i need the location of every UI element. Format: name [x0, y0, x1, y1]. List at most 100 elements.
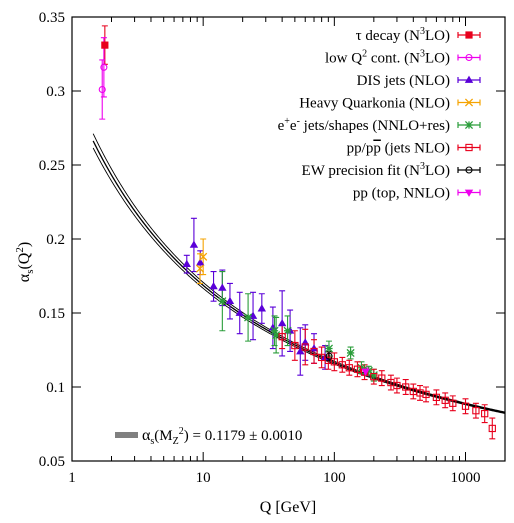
- legend-swatch-marker: [464, 120, 474, 130]
- x-axis-label: Q [GeV]: [260, 499, 316, 516]
- data-points: [98, 41, 496, 433]
- error-bar: [442, 392, 449, 409]
- error-bar: [387, 374, 394, 391]
- legend-label: Heavy Quarkonia (NLO): [299, 96, 450, 112]
- error-bar: [339, 356, 346, 373]
- data-point: [481, 409, 489, 418]
- legend-swatch-marker: [465, 143, 473, 152]
- data-point: [472, 407, 480, 415]
- data-point: [432, 393, 441, 402]
- legend-label: pp (top, NNLO): [353, 186, 450, 202]
- error-bar: [481, 404, 488, 424]
- error-bar: [346, 359, 353, 376]
- error-bar: [393, 377, 400, 394]
- band-curve: [92, 140, 505, 414]
- y-axis-label: αs(Q2): [14, 242, 36, 282]
- data-point: [330, 358, 338, 366]
- band-legend: αs(MZ2) = 0.1179 ± 0.0010: [115, 426, 302, 447]
- data-point: [361, 368, 370, 376]
- axis-ticks: 1 10 100 1000 0.05 0.1 0.15 0.2 0.25 0.3 0.35: [39, 10, 506, 486]
- data-point: [278, 333, 286, 341]
- data-point: [199, 252, 208, 261]
- data-point: [209, 281, 218, 290]
- legend-swatch-marker: [464, 75, 474, 83]
- data-point: [218, 283, 227, 291]
- error-bar: [291, 330, 298, 361]
- error-bar: [472, 402, 479, 419]
- legend: τ decay (N3LO) low Q2 cont. (N3LO) DIS jet…: [278, 26, 481, 202]
- data-point: [353, 365, 362, 373]
- error-bar: [331, 352, 338, 372]
- y-tick-label: 0.05: [39, 454, 65, 470]
- data-point: [402, 383, 410, 391]
- legend-swatch-bar: [457, 144, 481, 151]
- y-tick-label: 0.1: [46, 380, 65, 396]
- data-point: [195, 264, 205, 273]
- data-point: [310, 347, 318, 356]
- data-point: [364, 366, 373, 375]
- data-point: [393, 381, 401, 390]
- legend-swatch-marker: [464, 189, 474, 197]
- data-point: [357, 363, 366, 372]
- data-point: [378, 374, 386, 382]
- data-point: [291, 341, 299, 350]
- legend-swatch-marker: [465, 31, 473, 39]
- data-point: [461, 402, 470, 410]
- data-point: [270, 326, 279, 335]
- data-point: [225, 296, 235, 305]
- data-point: [346, 348, 355, 358]
- data-point: [296, 347, 305, 355]
- data-point: [309, 344, 319, 352]
- data-point: [449, 399, 457, 407]
- error-bar: [402, 379, 409, 395]
- legend-label: DIS jets (NLO): [357, 73, 450, 89]
- error-bar: [462, 398, 469, 415]
- data-point: [235, 308, 244, 316]
- y-tick-label: 0.25: [39, 158, 65, 174]
- data-point: [422, 390, 430, 399]
- error-bar: [417, 384, 424, 401]
- y-tick-label: 0.3: [46, 84, 65, 100]
- x-tick-label: 10: [196, 470, 211, 486]
- legend-label: pp/pp (jets NLO): [347, 141, 450, 157]
- legend-label: τ decay (N3LO): [356, 26, 450, 44]
- data-point: [100, 63, 108, 71]
- data-point: [324, 344, 334, 353]
- error-bar: [318, 346, 325, 369]
- data-point: [370, 372, 378, 381]
- error-bar: [449, 395, 456, 412]
- y-tick-label: 0.15: [39, 306, 65, 322]
- error-bar: [354, 361, 361, 378]
- data-point: [441, 396, 449, 404]
- error-bar: [410, 383, 417, 400]
- legend-swatch-marker: [464, 98, 474, 107]
- data-point: [272, 331, 281, 340]
- y-tick-label: 0.35: [39, 10, 65, 26]
- data-point: [277, 318, 287, 327]
- y-tick-label: 0.2: [46, 232, 65, 248]
- error-bar: [423, 386, 430, 403]
- data-point: [283, 326, 292, 335]
- error-bar: [378, 370, 385, 387]
- data-point: [218, 297, 227, 306]
- x-tick-label: 1000: [451, 470, 481, 486]
- data-point: [488, 424, 496, 433]
- legend-swatch-bar: [457, 167, 481, 173]
- data-point: [325, 352, 333, 360]
- data-point: [98, 85, 106, 94]
- legend-label: low Q2 cont. (N3LO): [325, 49, 450, 67]
- legend-swatch-marker: [465, 53, 473, 62]
- band-legend-label: αs(MZ2) = 0.1179 ± 0.0010: [142, 426, 302, 447]
- error-bar: [311, 339, 318, 364]
- data-point: [338, 361, 346, 369]
- error-bar: [433, 389, 440, 406]
- data-point: [244, 313, 253, 322]
- data-point: [196, 258, 205, 266]
- x-tick-label: 100: [323, 470, 346, 486]
- data-point: [369, 371, 378, 380]
- data-point: [345, 364, 353, 372]
- data-point: [182, 259, 191, 268]
- error-bar: [489, 417, 496, 440]
- error-bar: [302, 328, 309, 366]
